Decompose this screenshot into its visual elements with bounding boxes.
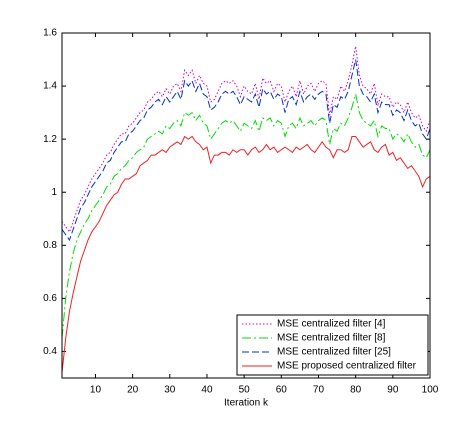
x-tick-label: 80 <box>350 385 362 396</box>
legend-label: MSE centralized filter [25] <box>277 347 391 358</box>
legend-label: MSE centralized filter [8] <box>277 333 386 344</box>
x-tick-label: 30 <box>164 385 176 396</box>
x-tick-label: 70 <box>313 385 325 396</box>
x-tick-label: 50 <box>239 385 251 396</box>
series-line <box>61 135 431 373</box>
y-tick-label: 1 <box>51 187 57 198</box>
x-tick-label: 10 <box>90 385 102 396</box>
x-tick-label: 60 <box>276 385 288 396</box>
legend-box <box>236 314 429 376</box>
series-line <box>61 93 431 339</box>
y-tick-label: 1.4 <box>43 81 57 92</box>
y-tick-label: 0.6 <box>43 293 57 304</box>
legend-label: MSE proposed centralized filter <box>277 361 417 372</box>
x-axis-label: Iteration k <box>224 398 269 409</box>
series-line <box>61 59 431 242</box>
series-line <box>61 46 431 234</box>
axes-frame <box>61 32 431 379</box>
legend-label: MSE centralized filter [4] <box>277 319 386 330</box>
x-tick-label: 100 <box>422 385 439 396</box>
y-tick-label: 0.8 <box>43 240 57 251</box>
y-tick-label: 1.2 <box>43 134 57 145</box>
x-tick-label: 40 <box>201 385 213 396</box>
y-tick-label: 0.4 <box>43 346 57 357</box>
x-tick-label: 20 <box>127 385 139 396</box>
y-tick-label: 1.6 <box>43 28 57 39</box>
x-tick-label: 90 <box>387 385 399 396</box>
